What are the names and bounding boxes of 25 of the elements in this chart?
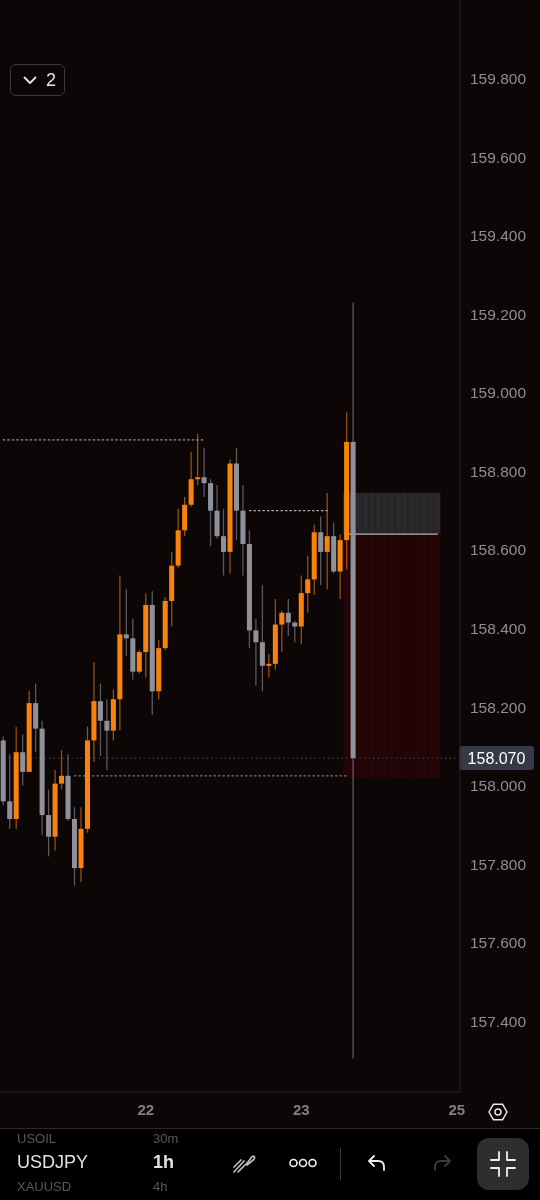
ref-line-label: 158.070	[467, 749, 526, 767]
y-tick-label: 159.000	[470, 384, 527, 402]
y-tick-label: 158.200	[470, 698, 527, 716]
text: XAUUSD	[17, 1179, 72, 1195]
text: 1h	[153, 1152, 175, 1174]
y-tick-label: 159.200	[470, 305, 527, 323]
y-tick-label: 158.600	[470, 541, 527, 559]
annotation: 2	[46, 69, 57, 91]
y-tick-label: 159.400	[470, 227, 527, 245]
y-tick-label: 158.800	[470, 462, 527, 480]
x-tick-label: 22	[137, 1100, 155, 1118]
text: 30m	[153, 1131, 179, 1147]
x-tick-label: 25	[448, 1100, 466, 1118]
dropdown-button: 2	[10, 64, 65, 96]
y-tick-label: 159.600	[470, 148, 527, 166]
text: USOIL	[17, 1131, 57, 1147]
y-tick-label: 159.800	[470, 70, 527, 88]
text: 4h	[153, 1179, 168, 1195]
y-tick-label: 158.000	[470, 777, 527, 795]
y-tick-label: 157.400	[470, 1012, 527, 1030]
x-tick-label: 23	[292, 1100, 310, 1118]
y-tick-label: 158.400	[470, 619, 527, 637]
text: USDJPY	[17, 1152, 89, 1174]
y-tick-label: 157.600	[470, 934, 527, 952]
y-tick-label: 157.800	[470, 855, 527, 873]
